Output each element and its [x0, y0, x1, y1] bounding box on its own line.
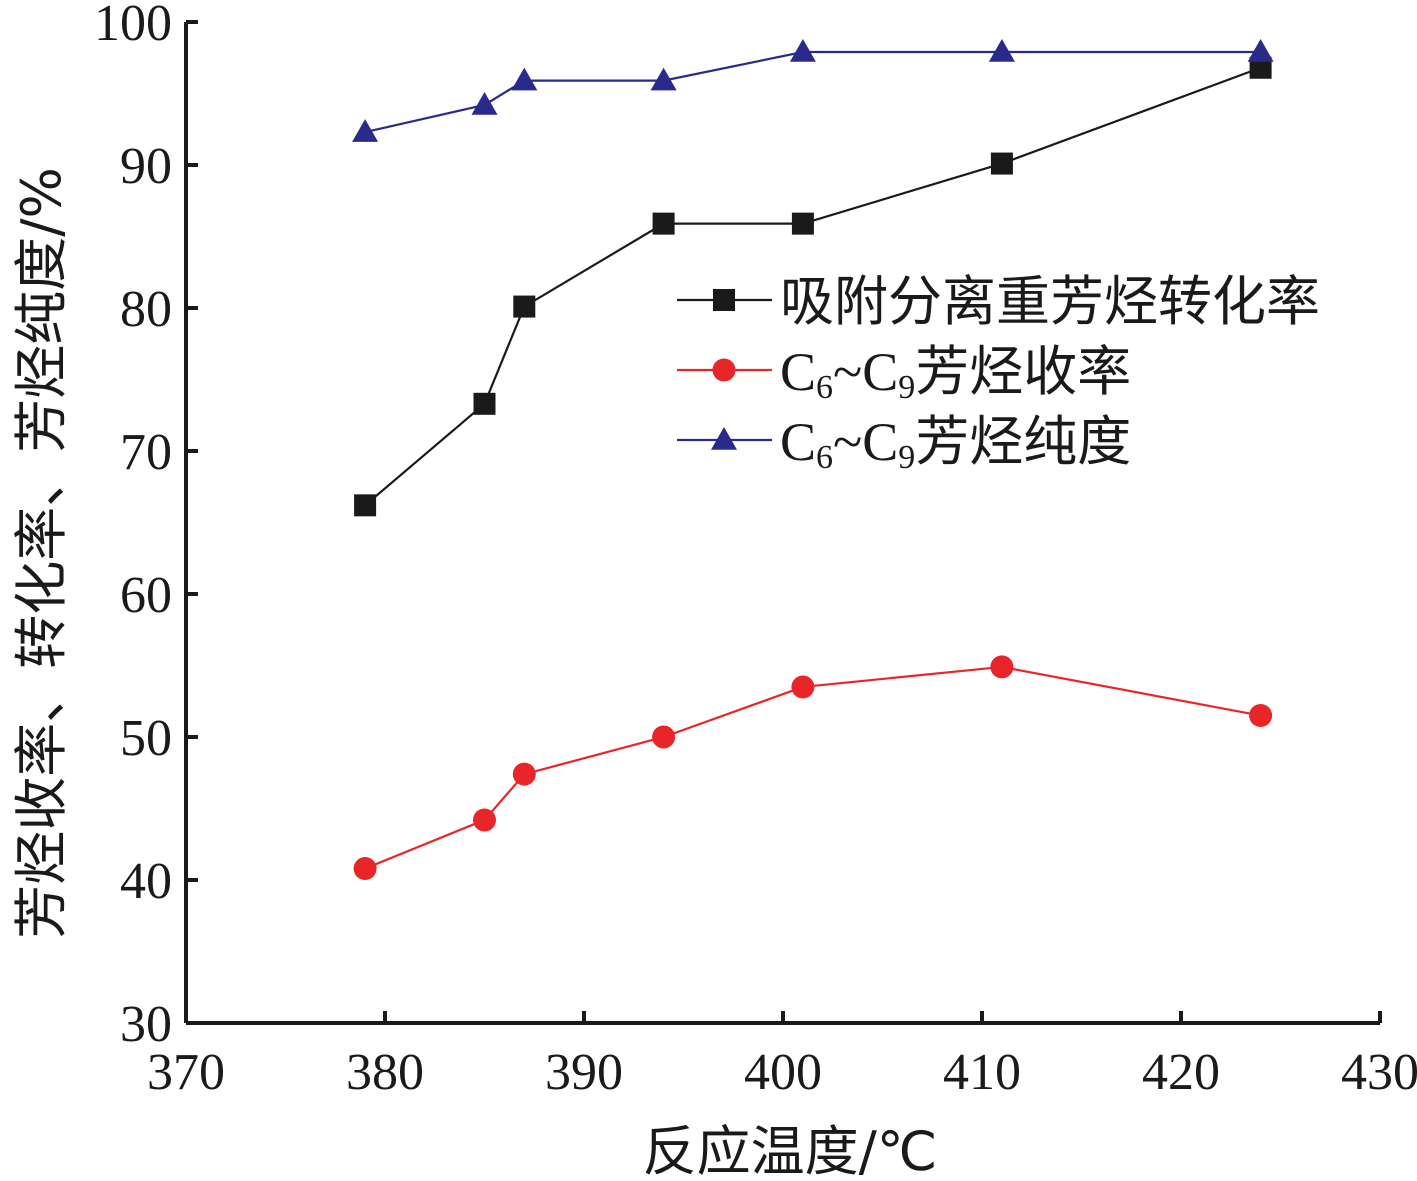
data-point-marker [1249, 704, 1273, 728]
x-tick-label: 410 [943, 1044, 1021, 1101]
legend-marker [713, 289, 735, 311]
data-point-marker [512, 762, 536, 786]
y-tick-label: 60 [120, 567, 172, 624]
legend-text-part: 吸附分离重芳烃转化率 [780, 270, 1320, 333]
x-tick-label: 420 [1142, 1044, 1220, 1101]
y-tick-label: 80 [120, 281, 172, 338]
data-point-marker [650, 67, 677, 91]
legend-item: C6~C9芳烃收率 [677, 340, 1131, 406]
legend-text-part: ~C [833, 412, 898, 472]
x-tick-label: 370 [147, 1044, 225, 1101]
data-point-marker [471, 91, 498, 115]
legend-subscript: 9 [898, 369, 915, 406]
data-point-marker [652, 212, 675, 235]
legend-text-part: C [780, 342, 816, 402]
data-point-marker [473, 808, 496, 832]
data-point-marker [511, 67, 538, 91]
data-point-marker [473, 392, 496, 415]
data-point-marker [791, 675, 815, 699]
series-3 [352, 39, 1274, 142]
legend-label: 吸附分离重芳烃转化率 [780, 270, 1320, 333]
y-tick-label: 40 [120, 853, 172, 910]
legend-item: 吸附分离重芳烃转化率 [677, 270, 1320, 333]
data-point-marker [990, 152, 1013, 175]
x-tick-label: 380 [346, 1044, 424, 1101]
y-axis-title: 芳烃收率、转化率、芳烃纯度/% [10, 167, 73, 939]
legend-text-part: 芳烃收率 [915, 340, 1131, 403]
legend-label: C6~C9芳烃收率 [780, 340, 1131, 406]
data-point-marker [652, 725, 676, 749]
x-tick-label: 390 [545, 1044, 623, 1101]
data-point-marker [353, 857, 377, 881]
data-point-marker [990, 655, 1014, 679]
series-line [364, 50, 1261, 134]
data-point-marker [352, 119, 379, 142]
legend-marker [712, 358, 736, 382]
data-point-marker [789, 39, 816, 62]
legend-text-part: 芳烃纯度 [915, 410, 1131, 473]
y-tick-label: 100 [94, 0, 172, 52]
y-tick-label: 30 [120, 996, 172, 1053]
series-layer [352, 39, 1274, 881]
legend-text-part: ~C [833, 342, 898, 402]
legend-subscript: 6 [816, 439, 833, 476]
data-point-marker [791, 212, 814, 235]
legend-subscript: 6 [816, 369, 833, 406]
data-point-marker [988, 39, 1015, 62]
data-point-marker [1249, 56, 1272, 79]
x-ticks: 370 380 390 400 410 420 430 [147, 1011, 1417, 1101]
y-ticks: 30 40 50 60 70 80 90 100 [94, 0, 198, 1053]
data-point-marker [513, 295, 536, 318]
series-2 [353, 655, 1273, 881]
x-tick-label: 400 [744, 1044, 822, 1101]
legend-subscript: 9 [898, 439, 915, 476]
series-line [364, 665, 1261, 870]
legend-text-part: C [780, 412, 816, 472]
data-point-marker [1247, 39, 1274, 62]
legend-marker [711, 427, 737, 450]
data-point-marker [354, 494, 377, 517]
legend-item: C6~C9芳烃纯度 [677, 410, 1131, 476]
legend-label: C6~C9芳烃纯度 [780, 410, 1131, 476]
y-tick-label: 70 [120, 424, 172, 481]
x-tick-label: 430 [1341, 1044, 1417, 1101]
series-1 [354, 56, 1272, 517]
y-tick-label: 50 [120, 710, 172, 767]
x-axis-title: 反应温度/℃ [643, 1120, 938, 1181]
y-tick-label: 90 [120, 138, 172, 195]
